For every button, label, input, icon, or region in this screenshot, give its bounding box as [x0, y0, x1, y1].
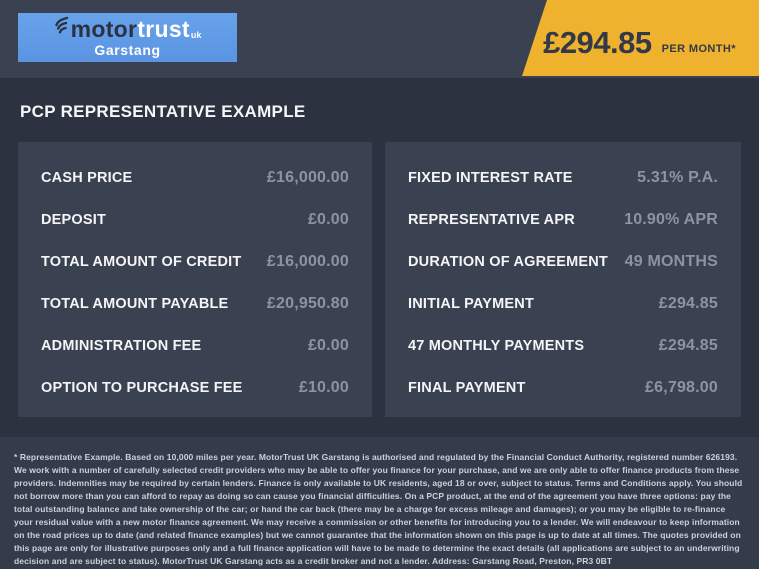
row-value: £0.00: [307, 337, 349, 354]
finance-row-cash-price: CASH PRICE £16,000.00: [41, 169, 349, 187]
row-value: £294.85: [658, 295, 718, 312]
row-label: TOTAL AMOUNT OF CREDIT: [41, 254, 242, 270]
finance-panel-left: CASH PRICE £16,000.00 DEPOSIT £0.00 TOTA…: [18, 142, 372, 417]
finance-row-option-fee: OPTION TO PURCHASE FEE £10.00: [41, 379, 349, 397]
finance-row-total-credit: TOTAL AMOUNT OF CREDIT £16,000.00: [41, 253, 349, 271]
logo-text-motor: motor: [70, 16, 138, 43]
disclaimer-text: * Representative Example. Based on 10,00…: [14, 452, 743, 566]
finance-row-final-payment: FINAL PAYMENT £6,798.00: [408, 379, 718, 397]
finance-row-monthly-payments: 47 MONTHLY PAYMENTS £294.85: [408, 337, 718, 355]
row-label: DEPOSIT: [41, 212, 107, 228]
monthly-price-amount: £294.85: [543, 25, 652, 60]
leaf-icon: [54, 16, 69, 39]
row-label: FINAL PAYMENT: [408, 380, 526, 396]
row-value: £20,950.80: [266, 295, 349, 312]
finance-panel-right: FIXED INTEREST RATE 5.31% P.A. REPRESENT…: [385, 142, 741, 417]
logo-text-uk: uk: [190, 30, 202, 41]
monthly-price-period: PER MONTH*: [661, 43, 736, 55]
finance-row-apr: REPRESENTATIVE APR 10.90% APR: [408, 211, 718, 229]
finance-row-duration: DURATION OF AGREEMENT 49 MONTHS: [408, 253, 718, 271]
row-value: £10.00: [298, 379, 349, 396]
row-value: £16,000.00: [266, 169, 349, 186]
logo-location: Garstang: [94, 42, 161, 59]
row-value: £0.00: [307, 211, 349, 228]
finance-row-deposit: DEPOSIT £0.00: [41, 211, 349, 229]
row-label: REPRESENTATIVE APR: [408, 212, 575, 228]
row-label: TOTAL AMOUNT PAYABLE: [41, 296, 229, 312]
header-band: motor trust uk Garstang £294.85 PER MONT…: [0, 0, 759, 78]
row-label: DURATION OF AGREEMENT: [408, 254, 608, 270]
finance-row-total-payable: TOTAL AMOUNT PAYABLE £20,950.80: [41, 295, 349, 313]
row-value: 10.90% APR: [624, 211, 718, 228]
monthly-price-banner: £294.85 PER MONTH*: [522, 0, 759, 76]
finance-row-interest-rate: FIXED INTEREST RATE 5.31% P.A.: [408, 169, 718, 187]
row-label: OPTION TO PURCHASE FEE: [41, 380, 243, 396]
logo-text-trust: trust: [137, 16, 190, 43]
page-title: PCP REPRESENTATIVE EXAMPLE: [20, 102, 306, 121]
footer: * Representative Example. Based on 10,00…: [0, 437, 759, 569]
row-label: CASH PRICE: [41, 170, 133, 186]
finance-row-admin-fee: ADMINISTRATION FEE £0.00: [41, 337, 349, 355]
row-label: FIXED INTEREST RATE: [408, 170, 573, 186]
row-label: ADMINISTRATION FEE: [41, 338, 202, 354]
row-label: 47 MONTHLY PAYMENTS: [408, 338, 585, 354]
finance-row-initial-payment: INITIAL PAYMENT £294.85: [408, 295, 718, 313]
row-value: 5.31% P.A.: [637, 169, 718, 186]
dealer-logo: motor trust uk Garstang: [18, 13, 237, 62]
row-value: £294.85: [658, 337, 718, 354]
row-value: 49 MONTHS: [624, 253, 718, 270]
row-value: £16,000.00: [266, 253, 349, 270]
row-value: £6,798.00: [645, 379, 718, 396]
dealer-logo-wordmark: motor trust uk: [54, 16, 202, 43]
row-label: INITIAL PAYMENT: [408, 296, 534, 312]
